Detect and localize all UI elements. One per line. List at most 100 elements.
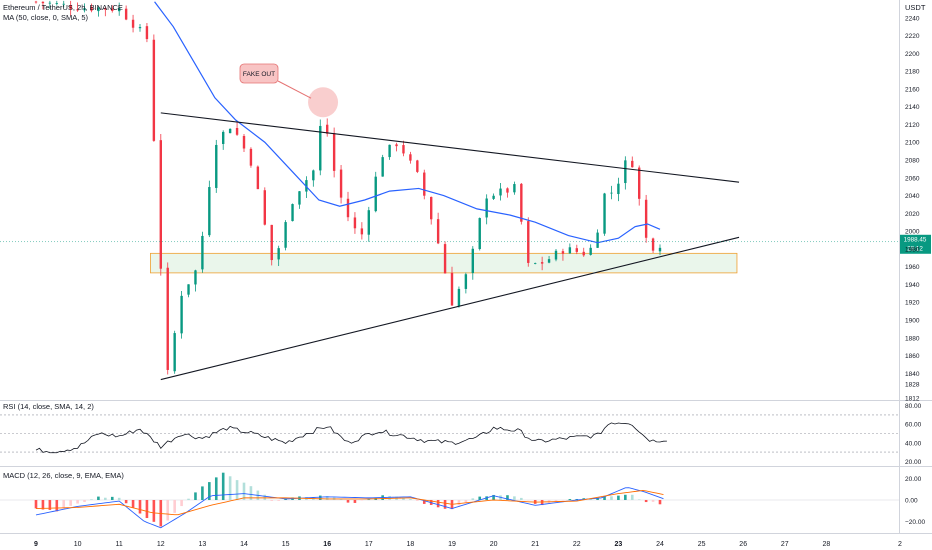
macd-histogram-bar: [443, 500, 447, 509]
candle-body: [339, 169, 343, 198]
candle-body: [326, 124, 329, 134]
candle-body: [76, 9, 79, 11]
time-tick-label: 24: [656, 541, 664, 548]
annotations: FAKE OUT 1988.45 28:12: [0, 63, 931, 254]
macd-histogram-bar: [617, 495, 620, 500]
candle-body: [464, 274, 468, 289]
candle-body: [242, 135, 246, 149]
macd-tick-label: 0.00: [905, 498, 918, 505]
candle-body: [194, 270, 197, 285]
candle-body: [228, 128, 232, 134]
price-tick-label: 2060: [905, 175, 920, 182]
macd-histogram-bar: [603, 496, 606, 500]
candle-body: [360, 228, 364, 235]
price-tick-label: 2000: [905, 229, 920, 236]
candle-body: [166, 267, 169, 370]
macd-tick-label: 20.00: [905, 476, 922, 483]
macd-histogram-bar: [457, 500, 461, 506]
price-tick-label: 2140: [905, 104, 920, 111]
macd-histogram-bar: [249, 486, 253, 500]
rsi-tick-label: 20.00: [905, 459, 922, 466]
candle-body: [402, 145, 405, 154]
price-tick-label: 1940: [905, 282, 920, 289]
candle-body: [582, 251, 585, 256]
macd-tick-label: −20.00: [905, 519, 925, 526]
rsi-tick-label: 40.00: [905, 440, 922, 447]
lower-trendline: [160, 236, 740, 381]
macd-histogram-bar: [145, 500, 149, 519]
time-tick-label: 23: [615, 541, 623, 548]
time-tick-label: 21: [531, 541, 539, 548]
candle-body: [187, 284, 190, 295]
time-tick-label: 13: [199, 541, 207, 548]
candle-body: [256, 166, 260, 190]
candle-body: [430, 196, 433, 220]
fakeout-callout-box: [239, 63, 279, 84]
macd-histogram-bar: [409, 499, 412, 500]
time-tick-label: 19: [448, 541, 456, 548]
macd-histogram-bar: [284, 499, 287, 500]
macd-histogram-bar: [339, 499, 343, 500]
macd-histogram-bar: [90, 499, 93, 500]
candle-body: [499, 188, 502, 196]
candle-body: [457, 288, 461, 307]
macd-histogram-bar: [554, 500, 558, 503]
macd-histogram-bar: [270, 500, 274, 501]
macd-histogram-bar: [540, 500, 544, 506]
macd-line: [35, 487, 664, 529]
candle-body: [388, 144, 391, 158]
candle-body: [263, 190, 266, 225]
macd-histogram-bar: [596, 498, 599, 500]
time-tick-label: 25: [698, 541, 706, 548]
candle-body: [367, 210, 370, 235]
price-tick-label: 1960: [905, 264, 920, 271]
time-tick-label: 11: [116, 541, 123, 548]
pane-separators: [0, 0, 932, 534]
macd-histogram-bar: [464, 500, 468, 503]
macd-histogram-bar: [360, 500, 364, 501]
candle-body: [478, 218, 481, 250]
price-tick-label: 1920: [905, 300, 920, 307]
macd-histogram-bar: [318, 495, 322, 500]
macd-histogram-bar: [610, 496, 613, 500]
candle-body: [540, 262, 544, 264]
macd-histogram-bar: [658, 500, 662, 505]
candle-body: [534, 263, 537, 265]
candle-body: [416, 160, 419, 172]
candle-body: [41, 1, 45, 4]
rsi-tick-label: 80.00: [905, 403, 922, 410]
candle-body: [624, 160, 627, 184]
price-tick-label: 1880: [905, 335, 920, 342]
candle-body: [249, 148, 253, 166]
candle-body: [485, 198, 488, 218]
candle-body: [90, 6, 93, 11]
macd-histogram-bar: [471, 498, 475, 500]
rsi-pane: [0, 414, 899, 454]
price-tick-label: 1860: [905, 353, 920, 360]
macd-histogram-bar: [568, 499, 572, 500]
macd-pane: [0, 472, 899, 529]
candle-body: [638, 167, 641, 199]
macd-histogram-bar: [194, 492, 197, 500]
candle-body: [235, 127, 239, 135]
candle-body: [561, 251, 565, 254]
time-tick-label: 16: [323, 541, 331, 548]
candle-body: [506, 188, 509, 193]
candle-body: [55, 3, 58, 4]
candle-body: [374, 176, 377, 212]
time-tick-label: 2: [898, 541, 902, 548]
macd-histogram-bar: [644, 500, 648, 503]
price-tick-label: 2080: [905, 158, 920, 165]
candle-body: [353, 217, 357, 229]
candle-body: [284, 222, 287, 248]
macd-histogram-bar: [214, 477, 218, 500]
candle-body: [492, 195, 495, 199]
candle-body: [409, 154, 412, 161]
ma-legend: MA (50, close, 0, SMA, 5): [3, 13, 89, 22]
candle-body: [270, 224, 273, 261]
candle-body: [547, 259, 551, 263]
macd-histogram-bar: [201, 486, 204, 500]
candle-body: [291, 204, 294, 222]
macd-histogram-bar: [166, 500, 170, 521]
